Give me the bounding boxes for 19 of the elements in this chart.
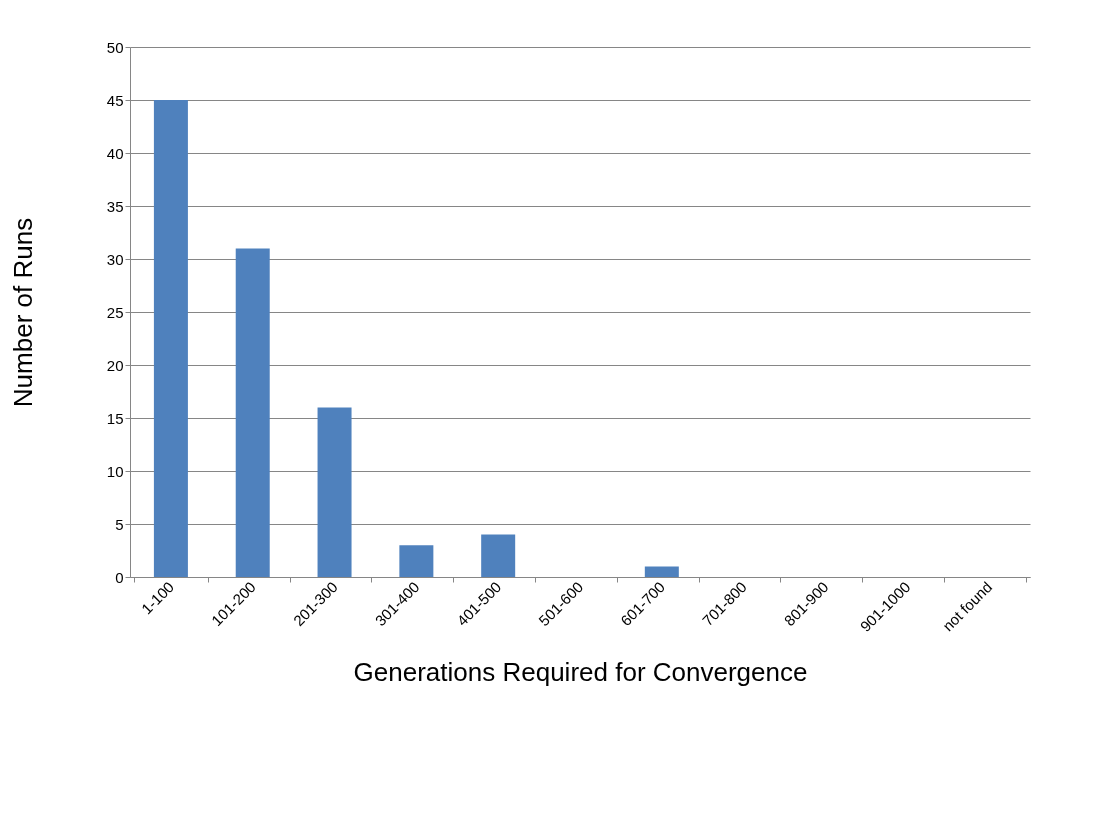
- y-tick-label: 20: [106, 356, 124, 374]
- bar: [644, 566, 679, 577]
- y-tick-label: 40: [106, 144, 124, 162]
- y-tick-label: 5: [115, 515, 124, 533]
- y-tick-label: 10: [106, 462, 124, 480]
- x-axis-title: Generations Required for Convergence: [353, 656, 808, 687]
- y-tick-label: 25: [106, 303, 124, 321]
- bar: [153, 100, 188, 577]
- bar: [481, 534, 516, 577]
- y-tick-label: 50: [106, 38, 124, 56]
- bar: [399, 545, 434, 577]
- y-tick-label: 45: [106, 91, 124, 109]
- bar: [235, 248, 270, 577]
- bar: [317, 407, 352, 577]
- y-tick-label: 30: [106, 250, 124, 268]
- y-tick-label: 0: [115, 568, 124, 586]
- y-tick-label: 35: [106, 197, 124, 215]
- y-axis-title: Number of Runs: [7, 217, 38, 408]
- y-tick-label: 15: [106, 409, 124, 427]
